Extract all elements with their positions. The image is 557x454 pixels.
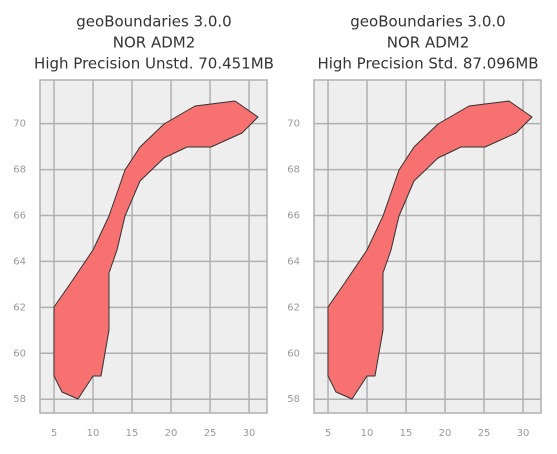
panel-title: High Precision Unstd. 70.451MB (34, 55, 274, 73)
x-tick-label: 5 (325, 428, 331, 439)
y-tick-label: 70 (287, 119, 300, 130)
panel-title: NOR ADM2 (387, 34, 470, 52)
x-tick-label: 20 (165, 428, 178, 439)
x-tick-label: 30 (517, 428, 530, 439)
panel-title: geoBoundaries 3.0.0 (76, 13, 231, 31)
y-tick-label: 66 (13, 210, 26, 221)
y-tick-label: 66 (287, 210, 300, 221)
y-tick-label: 70 (13, 119, 26, 130)
y-tick-label: 64 (13, 256, 26, 267)
x-tick-label: 30 (243, 428, 256, 439)
x-tick-label: 15 (126, 428, 139, 439)
y-tick-label: 64 (287, 256, 300, 267)
x-tick-label: 5 (51, 428, 57, 439)
x-tick-label: 25 (478, 428, 491, 439)
panel-title: High Precision Std. 87.096MB (317, 55, 538, 73)
y-tick-label: 68 (287, 165, 300, 176)
y-tick-label: 60 (287, 348, 300, 359)
panel-title: geoBoundaries 3.0.0 (350, 13, 505, 31)
y-tick-label: 62 (287, 302, 300, 313)
x-tick-label: 10 (361, 428, 374, 439)
y-tick-label: 62 (13, 302, 26, 313)
y-tick-label: 58 (287, 394, 300, 405)
y-tick-label: 60 (13, 348, 26, 359)
panel-title: NOR ADM2 (113, 34, 196, 52)
x-tick-label: 25 (204, 428, 217, 439)
x-tick-label: 10 (87, 428, 100, 439)
y-tick-label: 68 (13, 165, 26, 176)
x-tick-label: 20 (439, 428, 452, 439)
x-tick-label: 15 (400, 428, 413, 439)
y-tick-label: 58 (13, 394, 26, 405)
